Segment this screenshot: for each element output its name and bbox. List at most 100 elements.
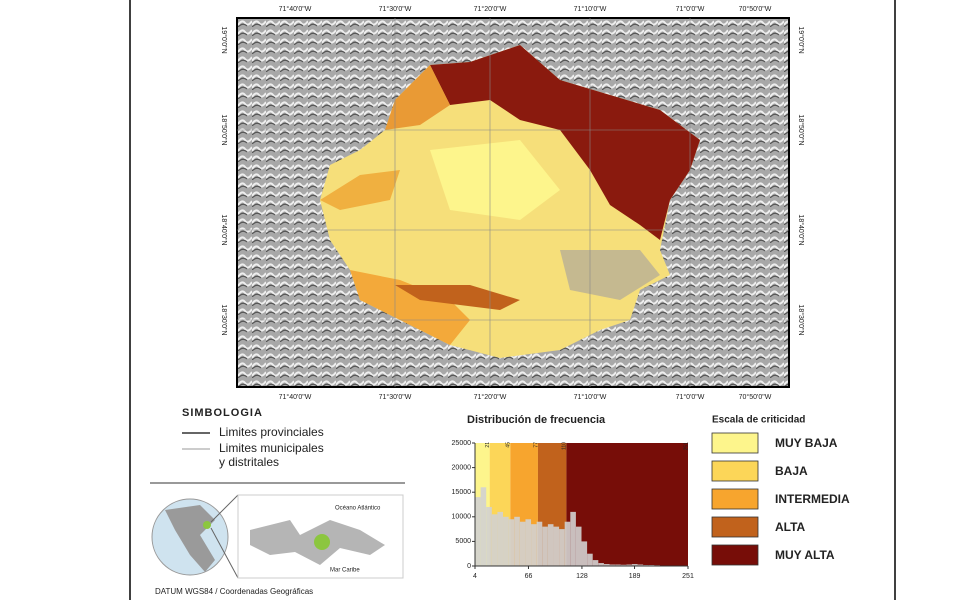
x-tick-label: 189 (629, 573, 641, 580)
inset: Océano Atlántico Mar Caribe (151, 494, 404, 579)
histogram-bar (542, 526, 548, 566)
histogram-bar (581, 541, 588, 566)
histogram-bar (609, 564, 616, 566)
lat-label: 18°30'0"N (797, 304, 805, 335)
lon-label: 70°50'0"W (739, 5, 772, 13)
chart-title: Distribución de frecuencia (467, 414, 606, 426)
x-tick-label: 66 (525, 573, 533, 580)
locator (203, 521, 211, 529)
classes-title: Escala de criticidad (712, 415, 805, 426)
histogram-bar (475, 497, 481, 566)
histogram-bar (587, 553, 593, 566)
class-break-label: 77 (533, 442, 539, 448)
lon-label: 71°10'0"W (574, 5, 607, 13)
histogram-bar (525, 519, 532, 566)
y-tick-label: 25000 (452, 440, 472, 447)
histogram-bar (626, 564, 632, 566)
province (314, 534, 330, 550)
intermediate-zone (350, 270, 470, 345)
histogram-bar (519, 521, 526, 566)
lat-label: 18°50'0"N (797, 114, 805, 145)
lon-label: 71°0'0"W (676, 393, 705, 401)
histogram-bar (620, 564, 627, 566)
histogram-bar (615, 564, 621, 566)
lat-label: 18°30'0"N (220, 304, 228, 335)
histogram-bar (570, 511, 576, 566)
legend-title: SIMBOLOGIA (182, 407, 263, 419)
y-tick-label: 20000 (452, 464, 472, 471)
lon-label: 71°40'0"W (279, 5, 312, 13)
lat-label: 18°40'0"N (797, 214, 805, 245)
x-tick-label: 4 (473, 573, 477, 580)
histogram-bar (497, 511, 504, 566)
histogram-bar (631, 564, 638, 566)
intermediate-zone (320, 170, 400, 210)
continent (165, 505, 215, 572)
legend-item: y distritales (219, 455, 279, 469)
lon-label: 70°50'0"W (739, 393, 772, 401)
class-break-label: 251 (683, 442, 689, 451)
histogram-bar (536, 521, 543, 566)
class-label: ALTA (775, 520, 806, 534)
legend: SIMBOLOGIA Limites provinciales Limites … (150, 407, 405, 484)
high-zone (395, 285, 520, 310)
histogram-bar (514, 516, 520, 566)
lon-label: 71°20'0"W (474, 393, 507, 401)
class-swatch (711, 544, 759, 566)
class-label: MUY BAJA (775, 436, 838, 450)
histogram-bar (603, 564, 610, 566)
histogram-bar (491, 514, 498, 566)
class-swatch (711, 488, 759, 510)
legend-item: Limites municipales (219, 441, 324, 455)
histogram-bar (547, 524, 554, 566)
lon-label: 71°20'0"W (474, 5, 507, 13)
inset-label: Océano Atlántico (335, 506, 381, 512)
lat-label: 18°40'0"N (220, 214, 228, 245)
histogram-bar (564, 521, 571, 566)
histogram-bar (508, 519, 515, 566)
x-tick-label: 251 (682, 573, 694, 580)
class-swatch (711, 516, 759, 538)
intermediate-zone (385, 65, 450, 130)
lat-label: 19°0'0"N (797, 26, 805, 53)
leader (210, 494, 239, 523)
class-swatch (711, 460, 759, 482)
histogram-bar (531, 524, 537, 566)
very-high-zone (430, 45, 700, 240)
lat-label: 19°0'0"N (220, 26, 228, 53)
histogram-bar (559, 529, 565, 566)
histogram-bar (553, 526, 560, 566)
very-low-zone (430, 140, 560, 220)
y-tick-label: 10000 (452, 514, 472, 521)
class-label: INTERMEDIA (775, 492, 850, 506)
lon-label: 71°30'0"W (379, 393, 412, 401)
histogram-bar (598, 563, 604, 566)
class-swatch (711, 432, 759, 454)
legend-item: Limites provinciales (219, 425, 324, 439)
graticule (237, 18, 789, 387)
histogram-bar (480, 487, 487, 566)
y-tick-label: 5000 (455, 538, 471, 545)
x-tick-label: 128 (576, 573, 588, 580)
y-tick-label: 0 (467, 563, 471, 570)
lat-label: 18°50'0"N (220, 114, 228, 145)
lon-label: 71°0'0"W (676, 5, 705, 13)
histogram-bar (486, 506, 492, 566)
histogram-bar (503, 516, 509, 566)
class-label: MUY ALTA (775, 548, 835, 562)
histogram-bar (637, 564, 644, 566)
class-label: BAJA (775, 464, 808, 478)
histogram-bar (575, 526, 582, 566)
y-tick-label: 15000 (452, 489, 472, 496)
leader (210, 527, 239, 579)
footer: DATUM WGS84 / Coordenadas Geográficas (155, 587, 313, 596)
lon-label: 71°40'0"W (279, 393, 312, 401)
urban-zone (560, 250, 660, 300)
lon-label: 71°30'0"W (379, 5, 412, 13)
inset-label: Mar Caribe (330, 568, 360, 574)
class-break-label: 110 (562, 442, 568, 450)
lon-label: 71°10'0"W (574, 393, 607, 401)
class-break-label: 45 (506, 442, 512, 448)
map-frame (236, 17, 790, 388)
